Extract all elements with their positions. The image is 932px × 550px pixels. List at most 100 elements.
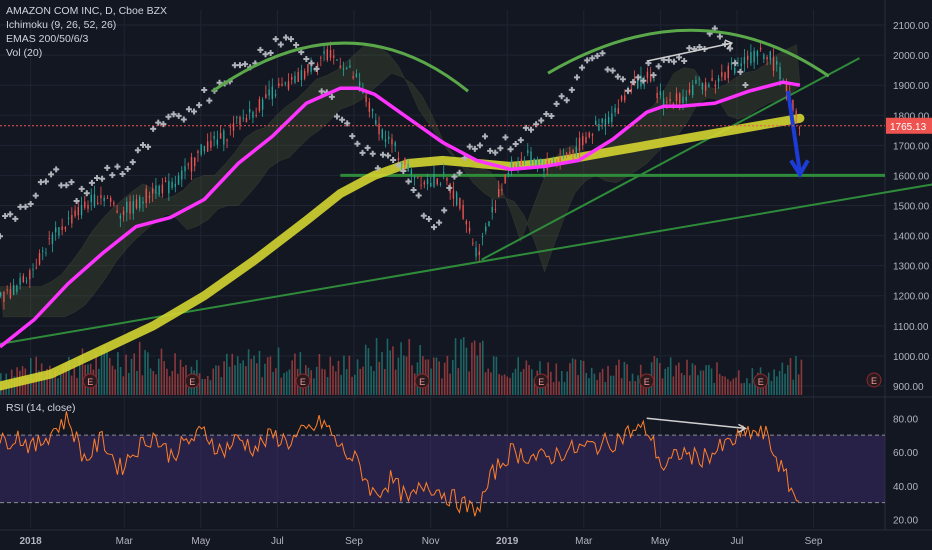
volume-bar <box>656 358 658 395</box>
candle-body <box>698 78 700 80</box>
ichimoku-cross <box>2 213 9 220</box>
rsi-line <box>0 411 800 517</box>
candle-body <box>740 63 742 66</box>
legend-title[interactable]: AMAZON COM INC, D, Cboe BZX <box>6 5 168 17</box>
candle-body <box>22 275 25 283</box>
volume-bar <box>495 356 498 395</box>
candle-body <box>692 85 694 95</box>
candle-body <box>223 130 225 145</box>
legend-vol[interactable]: Vol (20) <box>6 47 43 59</box>
ichimoku-cross <box>119 171 126 177</box>
ichimoku-cross <box>32 192 39 199</box>
volume-bar <box>318 354 321 395</box>
candle-body <box>210 140 212 148</box>
candle-body <box>32 269 34 271</box>
ichimoku-cross <box>589 55 596 62</box>
candle-body <box>6 289 8 291</box>
price-tick-label: 900.00 <box>893 382 924 393</box>
volume-bar <box>340 374 342 395</box>
volume-bar <box>389 350 391 395</box>
ichimoku-cross <box>42 178 49 185</box>
forecast-arrowhead <box>789 159 810 179</box>
price-tick-label: 1900.00 <box>893 81 930 92</box>
volume-bar <box>43 376 46 395</box>
ichimoku-cross <box>420 212 427 219</box>
volume-bar <box>767 372 770 395</box>
ichimoku-cross <box>584 57 591 64</box>
volume-bar <box>98 368 100 395</box>
volume-bar <box>324 369 326 395</box>
candle-body <box>601 118 603 123</box>
candle-body <box>430 182 432 187</box>
candle-body <box>436 178 438 185</box>
earnings-marker-label: E <box>419 377 425 387</box>
volume-bar <box>716 362 718 395</box>
candle-body <box>77 207 80 216</box>
candle-body <box>80 205 83 216</box>
earnings-marker: E <box>82 373 98 389</box>
candle-body <box>45 252 47 254</box>
rsi-legend[interactable]: RSI (14, close) <box>6 402 76 414</box>
volume-bar <box>362 366 364 395</box>
ichimoku-cross <box>185 106 192 113</box>
volume-bar <box>550 371 552 395</box>
ichimoku-cross <box>364 144 371 151</box>
candle-body <box>358 81 361 87</box>
volume-bar <box>285 371 288 395</box>
volume-bar <box>394 369 397 395</box>
candle-body <box>333 55 335 58</box>
price-tick-label: 1500.00 <box>893 202 930 213</box>
volume-bar <box>272 371 274 395</box>
candle-body <box>510 160 513 170</box>
candle-body <box>446 177 448 181</box>
price-tick-label: 2000.00 <box>893 51 930 62</box>
ichimoku-cross <box>139 141 146 148</box>
candle-body <box>734 67 736 74</box>
price-tick-label: 2100.00 <box>893 21 930 32</box>
legend-emas[interactable]: EMAS 200/50/6/3 <box>6 33 89 45</box>
volume-bar <box>255 363 258 395</box>
volume-bar <box>245 366 247 395</box>
volume-bar <box>310 370 313 395</box>
candle-body <box>93 194 96 207</box>
volume-bar <box>206 375 209 395</box>
ichimoku-cross <box>497 145 504 152</box>
volume-bar <box>157 358 160 395</box>
ichimoku-cross <box>676 54 683 61</box>
ichimoku-cross <box>732 60 739 67</box>
candle-body <box>219 133 222 139</box>
ichimoku-cross <box>650 72 657 79</box>
legend-ichimoku[interactable]: Ichimoku (9, 26, 52, 26) <box>6 19 117 31</box>
volume-bar <box>54 370 57 395</box>
candle-body <box>659 91 662 96</box>
ichimoku-cross <box>272 36 279 43</box>
candle-body <box>523 160 526 162</box>
candle-body <box>433 174 435 187</box>
volume-bar <box>160 348 163 395</box>
candle-body <box>620 96 623 101</box>
forecast-arrow <box>786 90 802 173</box>
candle-body <box>236 116 238 118</box>
volume-bar <box>509 377 511 395</box>
candle-body <box>452 190 455 199</box>
candle-body <box>724 72 726 80</box>
volume-bar <box>481 340 484 395</box>
ichimoku-cross <box>415 192 422 199</box>
ichimoku-cross <box>175 112 182 119</box>
candle-body <box>300 70 303 81</box>
candle-body <box>174 183 177 187</box>
volume-bar <box>231 353 234 395</box>
candle-body <box>743 56 746 64</box>
volume-bar <box>582 360 585 395</box>
volume-bar <box>653 355 656 395</box>
volume-bar <box>152 371 155 395</box>
candle-body <box>35 267 37 269</box>
volume-bar <box>596 379 598 395</box>
volume-bar <box>558 381 560 395</box>
candle-body <box>213 135 215 139</box>
divergence-arrow-rsi <box>646 417 746 430</box>
ichimoku-cross <box>446 184 453 191</box>
rsi-band <box>0 435 885 503</box>
volume-bar <box>449 373 451 395</box>
volume-bar <box>236 356 239 395</box>
